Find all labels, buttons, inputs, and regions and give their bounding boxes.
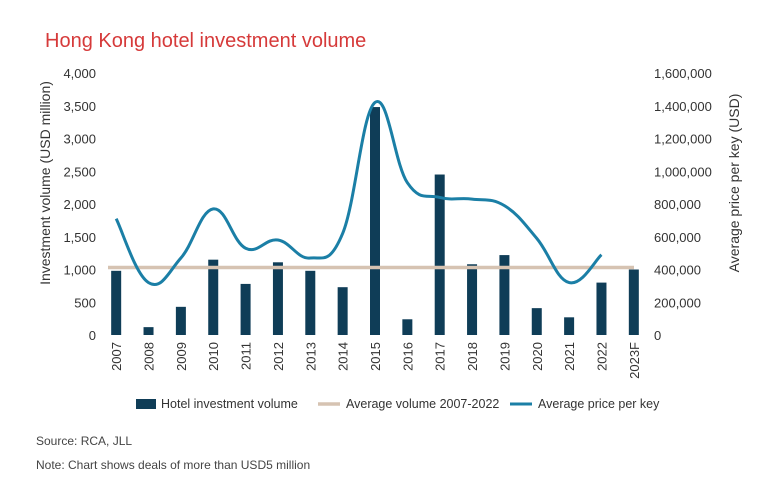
chart-legend: Hotel investment volume Average volume 20… (136, 397, 660, 411)
x-tick-2013: 2013 (303, 342, 318, 371)
y-tick-right: 200,000 (654, 295, 701, 310)
bar-2013 (305, 270, 316, 335)
legend-label-average-volume: Average volume 2007-2022 (346, 397, 499, 411)
bar-2015 (370, 107, 380, 335)
x-tick-2023F: 2023F (627, 342, 642, 379)
x-tick-2011: 2011 (239, 342, 254, 370)
bar-2018 (467, 264, 478, 335)
bar-2017 (434, 174, 445, 335)
y-tick-right: 0 (654, 328, 661, 343)
y-tick-left: 1,500 (63, 230, 96, 245)
bar-2022 (596, 282, 607, 335)
bar-2021 (564, 317, 575, 335)
y-tick-left: 1,000 (63, 263, 96, 278)
bar-2008 (143, 327, 154, 335)
chart-note: Note: Chart shows deals of more than USD… (36, 458, 311, 472)
y-axis-label-left: Investment volume (USD million) (37, 81, 53, 285)
legend-label-volume: Hotel investment volume (161, 397, 298, 411)
y-tick-left: 3,500 (63, 99, 96, 114)
bar-2019 (499, 255, 510, 335)
x-tick-2012: 2012 (271, 342, 286, 371)
bar-2020 (531, 308, 542, 335)
x-tick-2022: 2022 (594, 342, 609, 371)
legend-swatch-volume (136, 399, 156, 409)
y-tick-right: 400,000 (654, 263, 701, 278)
bar-2011 (240, 283, 251, 335)
y-tick-left: 3,000 (63, 132, 96, 147)
x-tick-2019: 2019 (497, 342, 512, 371)
x-tick-2009: 2009 (174, 342, 189, 371)
y-tick-left: 4,000 (63, 66, 96, 81)
y-tick-left: 500 (74, 295, 96, 310)
bar-2014 (337, 287, 348, 335)
x-tick-2021: 2021 (562, 342, 577, 371)
y-tick-left: 2,500 (63, 164, 96, 179)
average-price-per-key-line (114, 100, 603, 286)
source-note: Source: RCA, JLL (36, 434, 133, 448)
x-tick-2007: 2007 (109, 342, 124, 371)
y-tick-right: 1,200,000 (654, 132, 712, 147)
bar-2007 (111, 270, 122, 335)
x-tick-2016: 2016 (400, 342, 415, 371)
y-tick-right: 1,000,000 (654, 164, 712, 179)
legend-label-price: Average price per key (538, 397, 660, 411)
y-tick-right: 1,400,000 (654, 99, 712, 114)
chart-title: Hong Kong hotel investment volume (45, 30, 367, 52)
y-axis-label-right: Average price per key (USD) (726, 94, 742, 273)
bar-2016 (402, 319, 413, 335)
y-tick-left: 2,000 (63, 197, 96, 212)
x-tick-2014: 2014 (336, 342, 351, 371)
x-tick-2010: 2010 (206, 342, 221, 371)
bar-2010 (208, 259, 219, 335)
x-tick-2018: 2018 (465, 342, 480, 371)
bar-2009 (175, 306, 186, 335)
y-tick-right: 1,600,000 (654, 66, 712, 81)
y-tick-right: 800,000 (654, 197, 701, 212)
bar-2023F (628, 269, 639, 335)
bar-2012 (272, 262, 283, 335)
y-tick-left: 0 (89, 328, 96, 343)
x-tick-2015: 2015 (368, 342, 383, 371)
x-tick-2020: 2020 (530, 342, 545, 371)
y-tick-right: 600,000 (654, 230, 701, 245)
x-tick-2017: 2017 (433, 342, 448, 371)
x-tick-2008: 2008 (142, 342, 157, 371)
